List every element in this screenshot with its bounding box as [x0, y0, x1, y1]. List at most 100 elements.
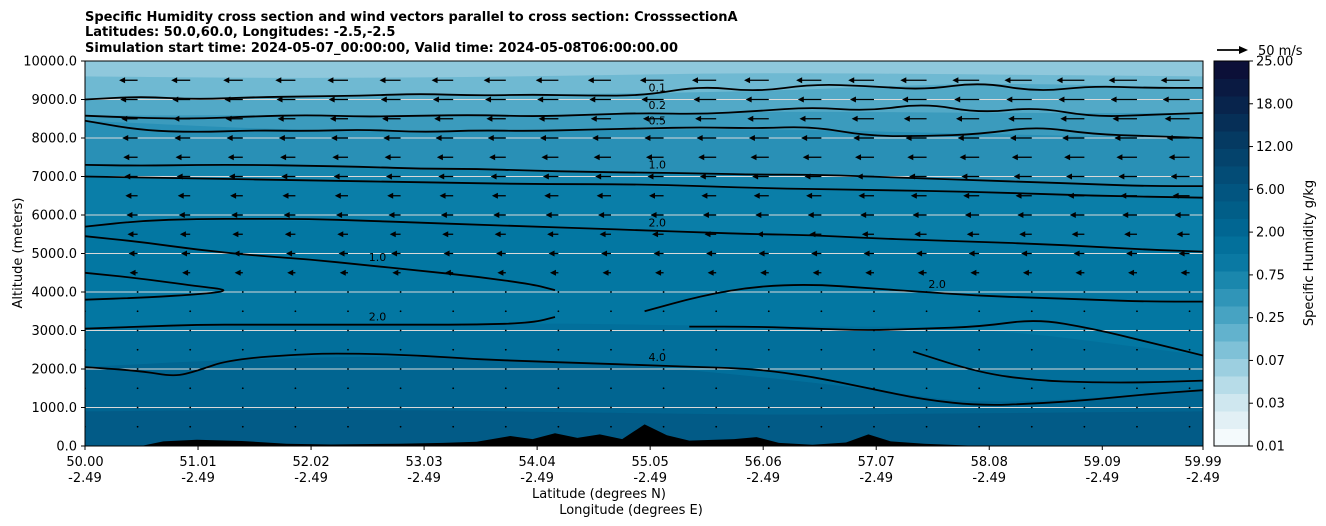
- wind-vector-head: [284, 231, 291, 238]
- wind-vector: [189, 425, 192, 428]
- wind-vector-head: [389, 231, 396, 238]
- contour-label: 2.0: [928, 278, 946, 291]
- wind-vector: [189, 387, 192, 390]
- wind-vector-head: [1122, 212, 1129, 218]
- wind-vector-head: [439, 192, 446, 199]
- wind-vector-head: [232, 231, 239, 238]
- wind-vector: [1083, 406, 1086, 409]
- wind-vector-head: [589, 96, 596, 103]
- contour-line: [912, 350, 1203, 384]
- wind-vector: [873, 329, 875, 332]
- wind-vector-head: [379, 77, 386, 84]
- wind-vector-head: [1073, 250, 1080, 257]
- wind-vector: [399, 368, 402, 370]
- wind-vector: [399, 425, 402, 428]
- wind-vector: [136, 329, 139, 332]
- wind-vector-head: [917, 269, 924, 276]
- wind-vector: [662, 406, 665, 409]
- wind-vector: [189, 310, 192, 313]
- wind-vector: [1083, 348, 1086, 351]
- wind-vector: [241, 406, 244, 409]
- wind-vector-head: [1067, 192, 1074, 199]
- wind-vector: [452, 329, 455, 332]
- wind-vector-head: [281, 173, 288, 180]
- wind-vector: [136, 348, 139, 351]
- wind-vector: [347, 368, 349, 370]
- contour-line: [85, 104, 1203, 120]
- wind-vector-head: [587, 77, 594, 84]
- wind-vector-head: [435, 135, 442, 141]
- wind-vector: [767, 291, 770, 293]
- plot-area: 0.1 0.2 0.5 1.0 2.0 1.0 2.0 2.0 4.0: [67, 61, 1203, 446]
- wind-vector-head: [67, 77, 73, 83]
- wind-vector: [715, 310, 718, 313]
- wind-vector-head: [179, 231, 186, 238]
- wind-vector-head: [331, 135, 338, 141]
- wind-vector: [557, 368, 560, 370]
- wind-vector: [347, 406, 349, 409]
- wind-vector: [873, 310, 875, 313]
- wind-vector: [452, 387, 455, 390]
- wind-vector-head: [223, 77, 230, 84]
- wind-vector-head: [489, 154, 496, 161]
- wind-vector: [925, 310, 928, 313]
- wind-vector: [504, 387, 507, 390]
- wind-vector: [1136, 387, 1138, 390]
- wind-vector: [504, 368, 507, 370]
- contour-line: [85, 119, 1203, 139]
- wind-vector-head: [903, 115, 910, 122]
- colorbar-tick-label: 0.25: [1256, 311, 1285, 326]
- wind-vector-head: [226, 135, 233, 141]
- wind-vector-head: [914, 231, 921, 238]
- wind-vector-head: [178, 212, 185, 218]
- x-axis-ticks: 50.00-2.4951.01-2.4952.02-2.4953.03-2.49…: [66, 446, 1222, 486]
- wind-vector-head: [1008, 115, 1015, 122]
- x-tick-label-lon: -2.49: [407, 471, 441, 486]
- wind-vector-head: [707, 269, 714, 276]
- wind-vector: [820, 368, 823, 370]
- wind-vector-head: [699, 173, 706, 180]
- wind-vector: [715, 348, 718, 351]
- wind-vector-head: [69, 116, 75, 122]
- y-tick-label: 8000.0: [32, 132, 78, 147]
- wind-vector-head: [1120, 192, 1127, 199]
- wind-vector: [504, 406, 507, 409]
- wind-vector: [1188, 425, 1191, 428]
- wind-vector-head: [485, 96, 492, 103]
- wind-vector: [767, 329, 770, 332]
- wind-vector-head: [1069, 212, 1076, 218]
- wind-vector-head: [278, 135, 285, 141]
- wind-vector-head: [286, 250, 293, 257]
- wind-vector-head: [1058, 96, 1065, 103]
- wind-vector-head: [910, 192, 917, 199]
- wind-vector-head: [1118, 173, 1125, 180]
- colorbar-swatch: [1214, 218, 1249, 237]
- wind-vector: [767, 425, 770, 428]
- wind-vector: [557, 291, 560, 293]
- wind-vector-head: [602, 269, 609, 276]
- wind-vector: [662, 368, 665, 370]
- wind-vector-head: [228, 173, 235, 180]
- wind-vector-head: [431, 77, 438, 84]
- wind-vector-head: [225, 115, 232, 122]
- wind-vector-head: [655, 269, 662, 276]
- wind-vector-head: [123, 154, 130, 161]
- wind-vector: [925, 387, 928, 390]
- colorbar-tick-label: 0.03: [1256, 397, 1285, 412]
- wind-vector-head: [440, 212, 447, 218]
- wind-vector: [925, 425, 928, 428]
- wind-vector-head: [647, 173, 654, 180]
- wind-vector-head: [968, 250, 975, 257]
- wind-vector: [978, 425, 981, 428]
- wind-vector-head: [592, 135, 599, 141]
- title-line-3: Simulation start time: 2024-05-07_00:00:…: [85, 41, 678, 56]
- wind-vector: [347, 348, 349, 351]
- wind-vector: [557, 348, 560, 351]
- wind-vector: [1030, 387, 1033, 390]
- wind-vector-head: [706, 250, 713, 257]
- wind-vector-head: [438, 173, 445, 180]
- wind-vector-head: [385, 173, 392, 180]
- wind-vector-head: [172, 96, 179, 103]
- x-tick-label-lat: 53.03: [405, 455, 442, 470]
- wind-vector-head: [955, 115, 962, 122]
